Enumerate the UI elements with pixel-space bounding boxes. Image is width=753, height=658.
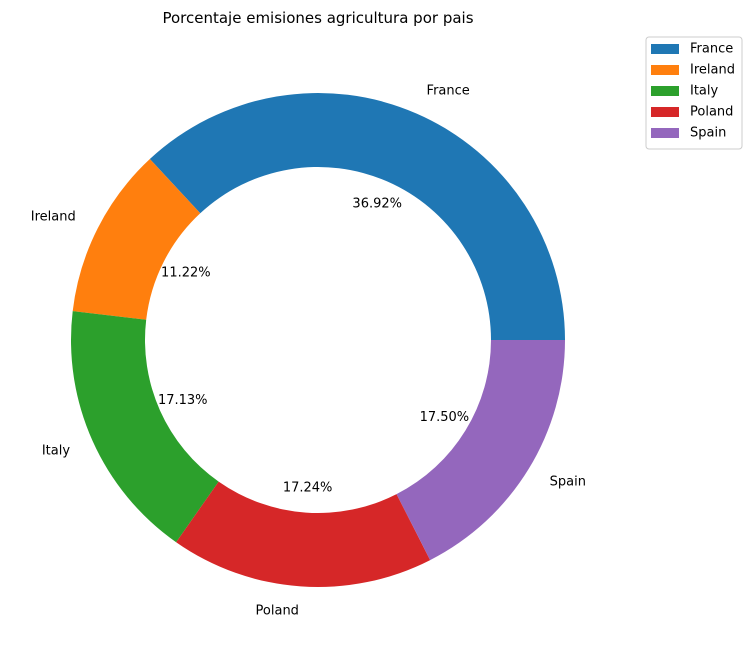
percent-label-spain: 17.50% <box>420 410 470 425</box>
slice-ireland <box>72 159 201 320</box>
slices-group <box>70 93 565 588</box>
legend-label-ireland: Ireland <box>690 63 735 78</box>
percent-labels-group: 36.92% 11.22% 17.13% 17.24% 17.50% <box>158 197 469 496</box>
legend-label-france: France <box>690 42 733 57</box>
percent-label-ireland: 11.22% <box>161 265 211 280</box>
category-label-ireland: Ireland <box>31 210 76 225</box>
legend-swatch-poland <box>651 107 679 117</box>
slice-italy <box>70 311 219 543</box>
legend: France Ireland Italy Poland Spain <box>645 36 743 150</box>
legend-label-italy: Italy <box>690 84 719 99</box>
category-label-spain: Spain <box>550 474 586 489</box>
slice-france <box>149 93 565 340</box>
percent-label-italy: 17.13% <box>158 393 208 408</box>
legend-swatch-ireland <box>651 65 679 75</box>
legend-swatch-italy <box>651 86 679 96</box>
percent-label-poland: 17.24% <box>283 480 333 495</box>
category-labels-group: France Ireland Italy Poland Spain <box>31 83 586 618</box>
category-label-france: France <box>427 83 470 98</box>
chart-title: Porcentaje emisiones agricultura por pai… <box>162 9 473 27</box>
legend-swatch-spain <box>651 128 679 138</box>
category-label-poland: Poland <box>256 604 299 619</box>
legend-swatch-france <box>651 44 679 54</box>
category-label-italy: Italy <box>42 444 71 459</box>
legend-label-spain: Spain <box>690 126 726 141</box>
slice-spain <box>396 340 565 561</box>
legend-label-poland: Poland <box>690 105 733 120</box>
percent-label-france: 36.92% <box>352 197 402 212</box>
slice-poland <box>176 481 431 588</box>
